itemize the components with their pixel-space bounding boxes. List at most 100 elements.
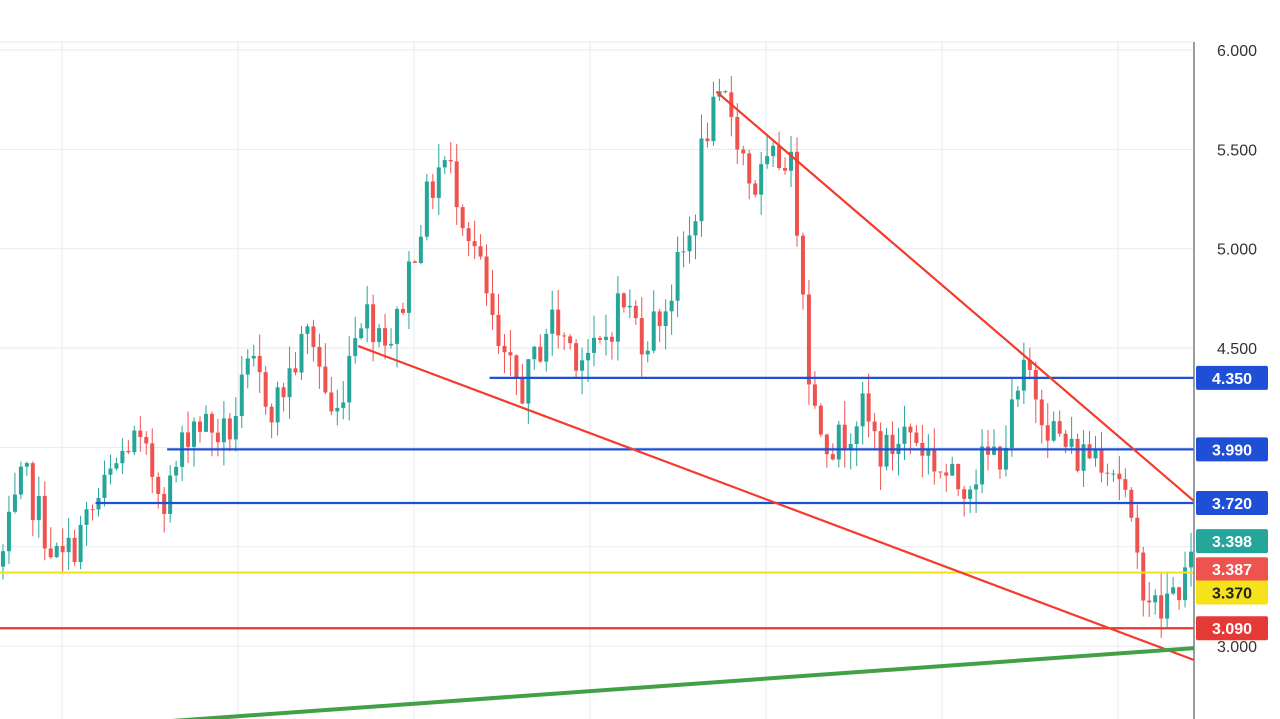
candle [1171,576,1176,595]
candle [759,151,764,215]
candle [251,344,256,367]
candle [657,308,662,343]
candle [263,366,268,415]
candle [800,232,805,310]
candle [806,280,811,405]
candle [42,481,47,561]
upper-resistance-trendline[interactable] [715,90,1195,502]
candle [108,454,113,485]
candle [627,289,632,318]
candle [305,323,310,355]
candle [36,476,41,538]
level-badge-3.990: 3.990 [1196,437,1268,462]
candle [962,485,967,517]
candle [371,294,376,362]
candle [669,284,674,335]
candle [197,416,202,443]
candle [860,381,865,445]
candle [562,332,567,351]
candle [639,297,644,377]
candle [1189,532,1194,587]
price-axis[interactable]: 6.000 5.500 5.000 4.500 3.000 [1193,0,1280,719]
candle [1099,431,1104,483]
candle [484,244,489,306]
candle [699,114,704,237]
candle [18,461,23,500]
candle [174,460,179,483]
candle [102,460,107,507]
candle [448,142,453,174]
candle [1177,586,1182,610]
candle [836,421,841,468]
candle [203,405,208,432]
y-tick-label: 4.500 [1217,341,1257,358]
y-tick-label: 5.500 [1217,142,1257,159]
trend-lines[interactable] [107,90,1195,719]
candle [866,373,871,438]
candle [681,231,686,268]
candle [132,425,137,456]
candle [365,286,370,343]
candle [789,136,794,187]
candle [90,504,95,521]
horizontal-levels[interactable] [0,376,1194,630]
candle [902,405,907,460]
candle [848,433,853,470]
candle [221,401,226,466]
candle [299,325,304,380]
lower-support-trendline[interactable] [357,345,1195,662]
candle [812,371,817,409]
candle [818,403,823,438]
candle [854,421,859,467]
candle [168,465,173,523]
candle [424,174,429,241]
axis-background [1194,0,1280,719]
candle [926,434,931,475]
candle [1123,468,1128,498]
candle [586,339,591,382]
candle [466,222,471,257]
long-support-trendline[interactable] [107,646,1195,719]
candle [992,429,997,456]
candle [430,173,435,210]
candle [603,314,608,356]
candle [1117,456,1122,501]
candle [675,236,680,318]
candle [120,438,125,475]
candle [717,78,722,101]
candle [490,269,495,330]
candle [538,334,543,363]
candle [317,333,322,389]
candle [645,341,650,363]
candle [192,417,197,467]
candle [771,141,776,168]
candle [359,323,364,340]
candle [914,424,919,447]
candle [0,544,5,580]
candle [1153,589,1158,615]
candle [1033,361,1038,424]
candle [406,251,411,330]
candle [227,412,232,452]
candle [347,336,352,421]
candle [412,260,417,263]
candle [920,424,925,478]
candle [126,440,131,455]
candle [568,334,573,350]
candle [508,329,513,376]
level-badge-4.350: 4.350 [1196,365,1268,390]
svg-text:3.387: 3.387 [1212,562,1252,579]
candle [78,515,83,570]
candle [574,339,579,379]
candle [1081,430,1086,487]
candle [705,122,710,148]
candle [968,485,973,514]
candle [609,332,614,360]
candle [442,156,447,175]
candle [1009,378,1014,457]
candle [114,457,119,471]
candle [532,345,537,370]
candle [54,542,59,558]
candle [269,403,274,439]
